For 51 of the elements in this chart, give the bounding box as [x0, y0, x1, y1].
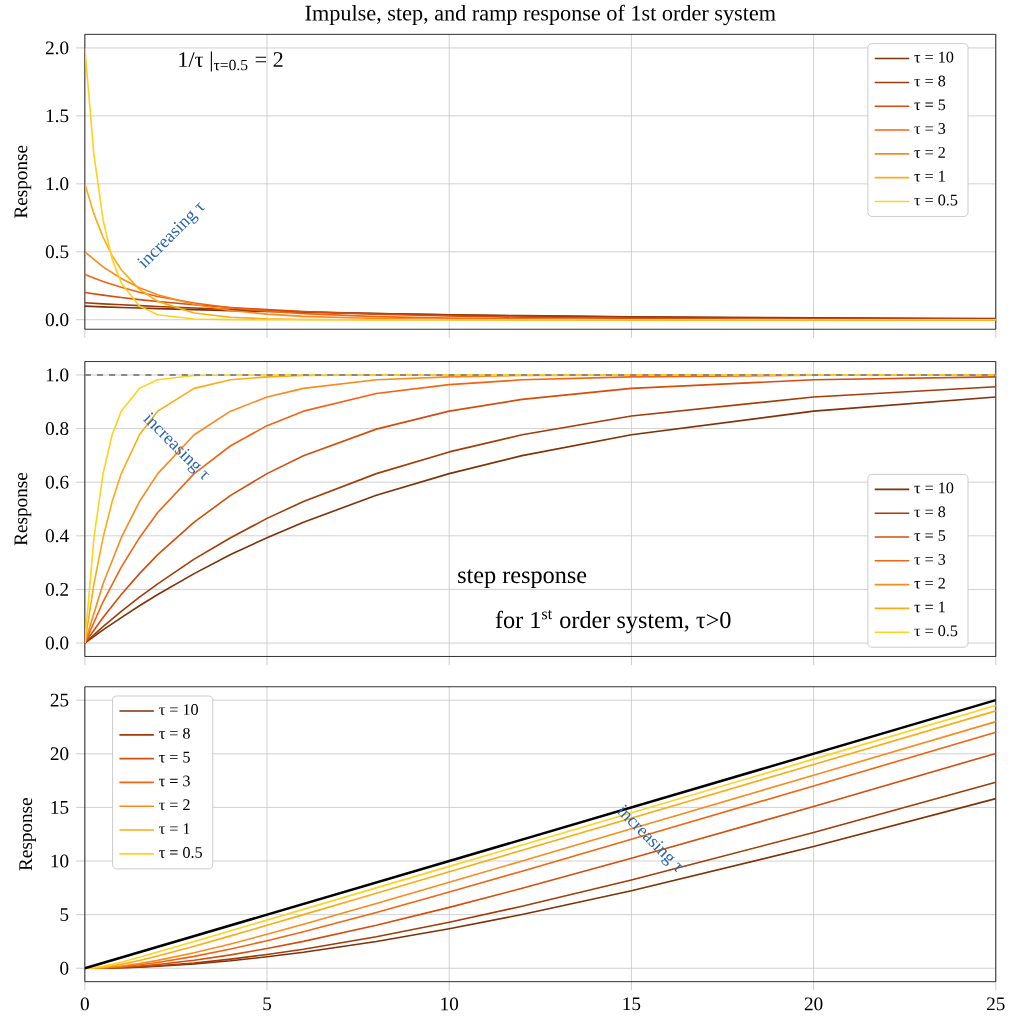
- legend-label: τ = 2: [914, 146, 945, 158]
- legend-label: τ = 1: [914, 170, 945, 182]
- x-tick-label: 10: [441, 997, 459, 1011]
- y-tick-label: 0: [60, 961, 69, 975]
- legend-label: τ = 8: [159, 727, 190, 739]
- legend-label: τ = 8: [914, 75, 946, 87]
- legend-label: τ = 1: [914, 601, 945, 613]
- x-tick-label: 20: [804, 997, 823, 1011]
- y-tick-label: 0.6: [45, 475, 69, 489]
- y-tick-label: 0.0: [45, 636, 69, 650]
- y-tick-label: 10: [51, 854, 69, 868]
- y-tick-label: 2.0: [45, 41, 69, 55]
- legend-label: τ = 10: [914, 482, 954, 494]
- legend-label: τ = 0.5: [914, 625, 958, 637]
- annotation: 1/τ |$_{τ=0.5}$ = 2: [179, 51, 283, 72]
- legend-label: τ = 3: [159, 775, 190, 787]
- y-tick-label: 0.2: [45, 582, 69, 596]
- y-tick-label: 0.8: [45, 422, 69, 436]
- x-tick-label: 15: [623, 997, 641, 1011]
- y-tick-label: 15: [51, 800, 69, 814]
- annotation: step response: [458, 569, 587, 589]
- y-axis-title: Response: [19, 798, 37, 871]
- y-tick-label: 0.0: [45, 313, 69, 327]
- y-tick-label: 1.0: [46, 177, 69, 191]
- legend-label: τ = 3: [914, 123, 946, 134]
- y-tick-label: 1.5: [46, 109, 69, 123]
- legend-label: τ = 10: [914, 51, 954, 63]
- y-tick-label: 1.0: [46, 368, 69, 382]
- y-tick-label: 25: [50, 693, 69, 707]
- legend-label: τ = 3: [914, 553, 946, 565]
- x-tick-label: 25: [987, 997, 1005, 1011]
- annotation: for 1$^{st}$ order system, τ>0: [495, 610, 731, 634]
- legend-label: τ = 2: [159, 799, 190, 811]
- y-tick-label: 0.4: [45, 529, 69, 543]
- legend-label: τ = 1: [159, 823, 190, 835]
- legend-label: τ = 0.5: [159, 847, 202, 858]
- y-tick-label: 0.5: [45, 245, 69, 259]
- legend-label: τ = 0.5: [914, 194, 958, 206]
- x-tick-label: 0: [80, 997, 89, 1011]
- y-tick-label: 5: [60, 908, 69, 922]
- chart-title: Impulse, step, and ramp response of 1st order system: [305, 4, 776, 26]
- legend-label: τ = 5: [914, 99, 946, 111]
- legend-label: τ = 10: [159, 704, 198, 715]
- y-tick-label: 20: [50, 747, 69, 761]
- legend-label: τ = 8: [914, 506, 946, 518]
- legend-label: τ = 2: [914, 577, 945, 589]
- y-axis-title: Response: [14, 145, 32, 219]
- y-axis-title: Response: [14, 472, 32, 546]
- legend-label: τ = 5: [914, 530, 946, 541]
- x-tick-label: 5: [263, 997, 272, 1011]
- legend-label: τ = 5: [159, 751, 190, 763]
